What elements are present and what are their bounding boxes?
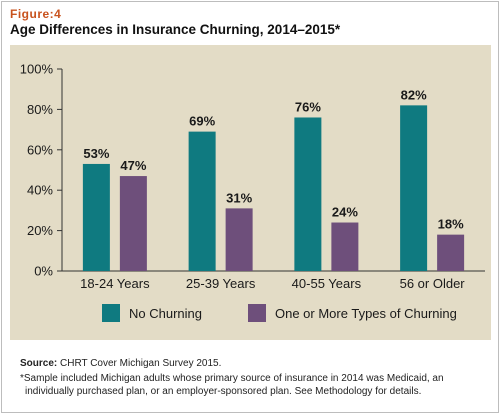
chart-panel: 0% 20% 40% 60% 80% 100% 53% 47% 18-24 Years 69% 31… bbox=[10, 45, 491, 340]
x-tick-label: 40-55 Years bbox=[292, 276, 362, 291]
bar-no-churning bbox=[188, 131, 216, 271]
y-tick-label: 0% bbox=[34, 264, 53, 279]
x-tick-label: 56 or Older bbox=[400, 276, 466, 291]
bar-value-label: 31% bbox=[226, 190, 252, 205]
source-label: Source: bbox=[20, 358, 58, 369]
x-tick-label: 18-24 Years bbox=[80, 276, 150, 291]
y-tick-label: 60% bbox=[27, 142, 53, 157]
bar-value-label: 47% bbox=[120, 158, 146, 173]
y-tick-label: 20% bbox=[27, 223, 53, 238]
bar-churning bbox=[119, 176, 147, 271]
bar-no-churning bbox=[294, 117, 322, 271]
y-tick-label: 100% bbox=[20, 62, 54, 77]
figure-title: Age Differences in Insurance Churning, 2… bbox=[10, 22, 341, 37]
bar-value-label: 69% bbox=[189, 114, 215, 129]
bar-value-label: 24% bbox=[332, 205, 358, 220]
bar-churning bbox=[225, 208, 253, 271]
legend-churning-swatch bbox=[248, 304, 266, 322]
y-tick-label: 40% bbox=[27, 183, 53, 198]
bar-value-label: 53% bbox=[83, 146, 109, 161]
legend-no-churning-swatch bbox=[102, 304, 120, 322]
x-tick-label: 25-39 Years bbox=[186, 276, 256, 291]
bar-value-label: 18% bbox=[438, 217, 464, 232]
bar-no-churning bbox=[82, 163, 110, 271]
figure-label: Figure:4 bbox=[10, 7, 62, 21]
legend-no-churning-label: No Churning bbox=[129, 306, 202, 321]
y-tick-label: 80% bbox=[27, 102, 53, 117]
bar-value-label: 76% bbox=[295, 99, 321, 114]
source-line: Source: CHRT Cover Michigan Survey 2015. bbox=[20, 357, 490, 370]
methodology-note: *Sample included Michigan adults whose p… bbox=[20, 373, 444, 397]
bar-chart: 0% 20% 40% 60% 80% 100% 53% 47% 18-24 Years 69% 31… bbox=[20, 62, 485, 322]
bar-churning bbox=[437, 234, 465, 271]
bar-churning bbox=[331, 222, 359, 271]
source-text: CHRT Cover Michigan Survey 2015. bbox=[57, 358, 222, 369]
legend-churning-label: One or More Types of Churning bbox=[275, 306, 457, 321]
bar-value-label: 82% bbox=[401, 87, 427, 102]
bar-no-churning bbox=[400, 105, 428, 271]
